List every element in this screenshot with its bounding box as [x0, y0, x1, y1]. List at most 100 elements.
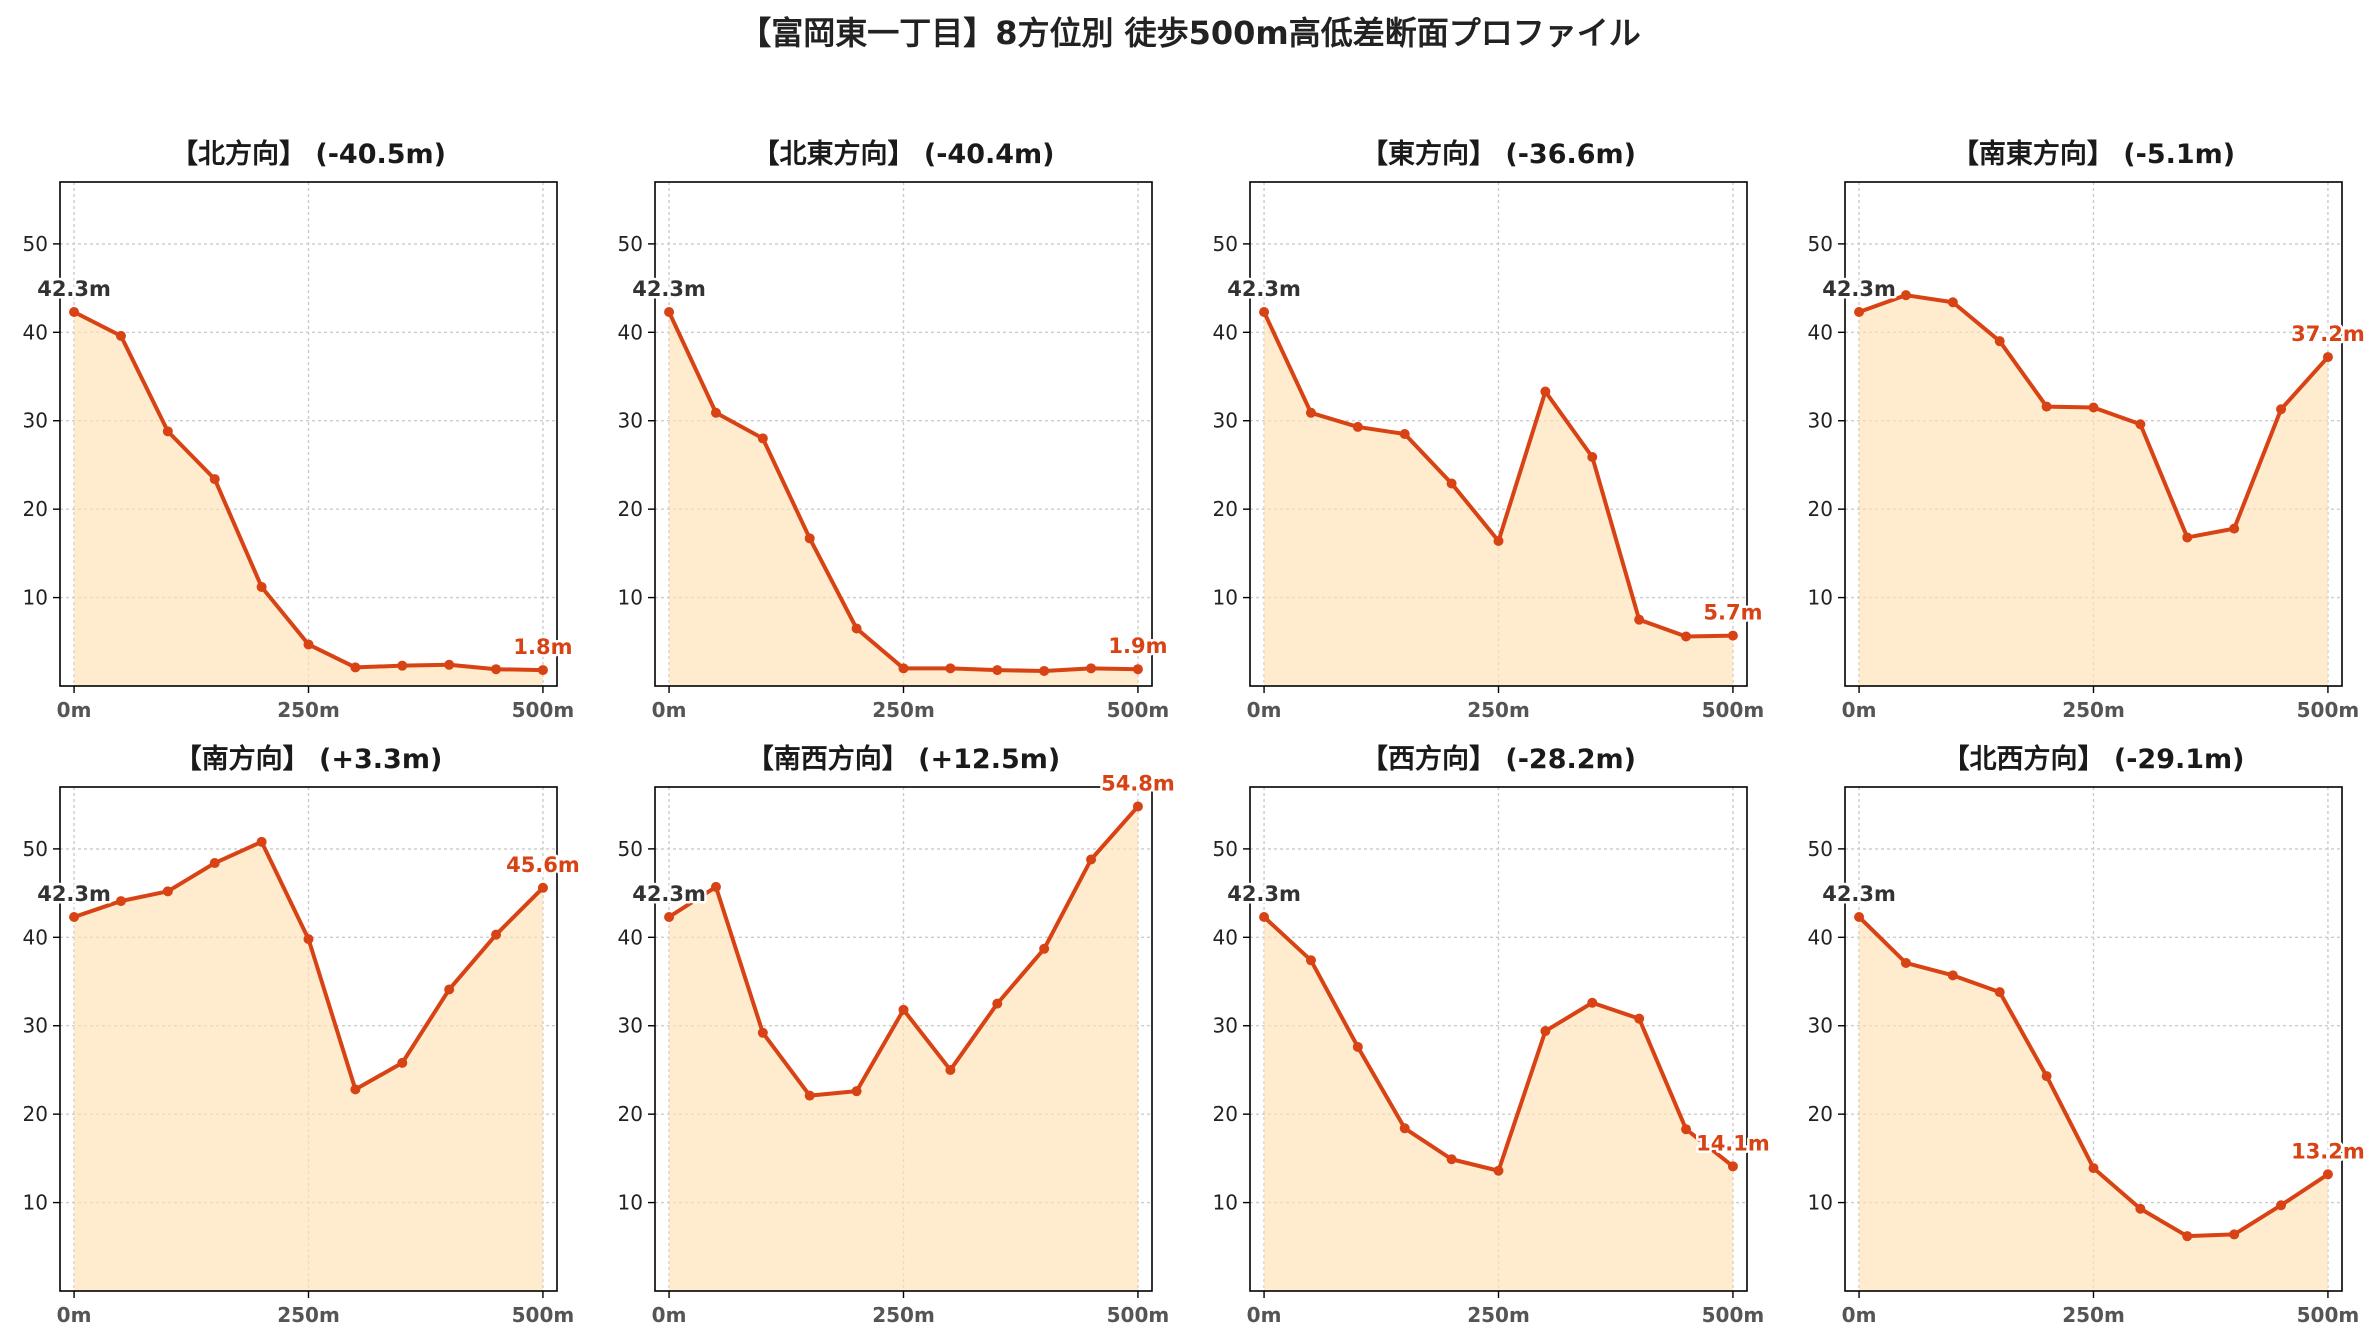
y-tick-label: 30: [23, 409, 48, 433]
data-point: [69, 911, 80, 922]
data-point: [710, 407, 721, 418]
data-point: [537, 665, 548, 676]
data-point: [2088, 402, 2099, 413]
data-point: [209, 474, 220, 485]
y-tick-label: 50: [618, 232, 643, 256]
data-point: [1039, 665, 1050, 676]
data-point: [444, 659, 455, 670]
data-point: [1900, 957, 1911, 968]
end-elevation-label: 5.7m: [1703, 601, 1762, 625]
data-point: [2041, 1071, 2052, 1082]
data-point: [209, 858, 220, 869]
data-point: [1994, 336, 2005, 347]
panel-title: 【南東方向】 (-5.1m): [1952, 138, 2235, 170]
x-tick-label: 250m: [277, 1303, 340, 1327]
data-point: [945, 1064, 956, 1075]
y-tick-label: 30: [618, 409, 643, 433]
y-tick-label: 40: [23, 925, 48, 949]
data-point: [1305, 407, 1316, 418]
data-point: [1994, 987, 2005, 998]
elevation-area: [1859, 916, 2328, 1291]
y-tick-label: 40: [1213, 320, 1238, 344]
x-tick-label: 250m: [277, 698, 340, 722]
y-tick-label: 10: [1808, 586, 1833, 610]
data-point: [1259, 306, 1270, 317]
x-tick-label: 500m: [512, 1303, 575, 1327]
y-tick-label: 20: [618, 497, 643, 521]
y-tick-label: 50: [23, 232, 48, 256]
data-point: [69, 306, 80, 317]
data-point: [664, 911, 675, 922]
panel-title: 【東方向】 (-36.6m): [1361, 138, 1636, 170]
data-point: [945, 663, 956, 674]
data-point: [1039, 943, 1050, 954]
y-tick-label: 40: [618, 320, 643, 344]
data-point: [303, 934, 314, 945]
data-point: [2322, 352, 2333, 363]
panel-title: 【西方向】 (-28.2m): [1361, 743, 1636, 775]
y-tick-label: 20: [1808, 1102, 1833, 1126]
y-tick-label: 50: [1213, 232, 1238, 256]
data-point: [2135, 1203, 2146, 1214]
data-point: [303, 639, 314, 650]
x-tick-label: 0m: [1842, 698, 1877, 722]
y-tick-label: 10: [1808, 1191, 1833, 1215]
end-elevation-label: 37.2m: [2291, 322, 2365, 346]
y-tick-label: 10: [1213, 1191, 1238, 1215]
x-tick-label: 500m: [512, 698, 575, 722]
data-point: [2182, 532, 2193, 543]
start-elevation-label: 42.3m: [1822, 882, 1896, 906]
end-elevation-label: 54.8m: [1101, 771, 1175, 795]
data-point: [1727, 630, 1738, 641]
data-point: [1854, 306, 1865, 317]
y-tick-label: 40: [1213, 925, 1238, 949]
data-point: [1493, 535, 1504, 546]
y-tick-label: 30: [23, 1014, 48, 1038]
data-point: [1947, 970, 1958, 981]
y-tick-label: 50: [1808, 837, 1833, 861]
data-point: [804, 533, 815, 544]
x-tick-label: 0m: [57, 1303, 92, 1327]
x-tick-label: 500m: [2297, 1303, 2360, 1327]
panel-title: 【北東方向】 (-40.4m): [752, 138, 1054, 170]
data-point: [444, 984, 455, 995]
y-tick-label: 10: [618, 586, 643, 610]
y-tick-label: 50: [618, 837, 643, 861]
data-point: [1086, 854, 1097, 865]
data-point: [2135, 419, 2146, 430]
panel-title: 【北西方向】 (-29.1m): [1942, 743, 2244, 775]
y-tick-label: 20: [1213, 497, 1238, 521]
x-tick-label: 250m: [1467, 698, 1530, 722]
y-tick-label: 20: [1213, 1102, 1238, 1126]
x-tick-label: 0m: [652, 698, 687, 722]
x-tick-label: 250m: [872, 698, 935, 722]
data-point: [1540, 1026, 1551, 1037]
data-point: [1854, 911, 1865, 922]
data-point: [1132, 664, 1143, 675]
elevation-area: [1264, 916, 1733, 1291]
data-point: [350, 662, 361, 673]
data-point: [115, 896, 126, 907]
y-tick-label: 10: [1213, 586, 1238, 610]
x-tick-label: 0m: [57, 698, 92, 722]
end-elevation-label: 1.9m: [1108, 634, 1167, 658]
y-tick-label: 50: [23, 837, 48, 861]
panel-title: 【南西方向】 (+12.5m): [747, 743, 1060, 775]
panel-title: 【北方向】 (-40.5m): [171, 138, 446, 170]
data-point: [350, 1084, 361, 1095]
data-point: [1399, 1123, 1410, 1134]
data-point: [1493, 1165, 1504, 1176]
start-elevation-label: 42.3m: [1227, 882, 1301, 906]
x-tick-label: 500m: [1702, 698, 1765, 722]
data-point: [664, 306, 675, 317]
x-tick-label: 250m: [2062, 1303, 2125, 1327]
elevation-area: [1859, 295, 2328, 686]
end-elevation-label: 14.1m: [1696, 1131, 1770, 1155]
data-point: [1446, 478, 1457, 489]
